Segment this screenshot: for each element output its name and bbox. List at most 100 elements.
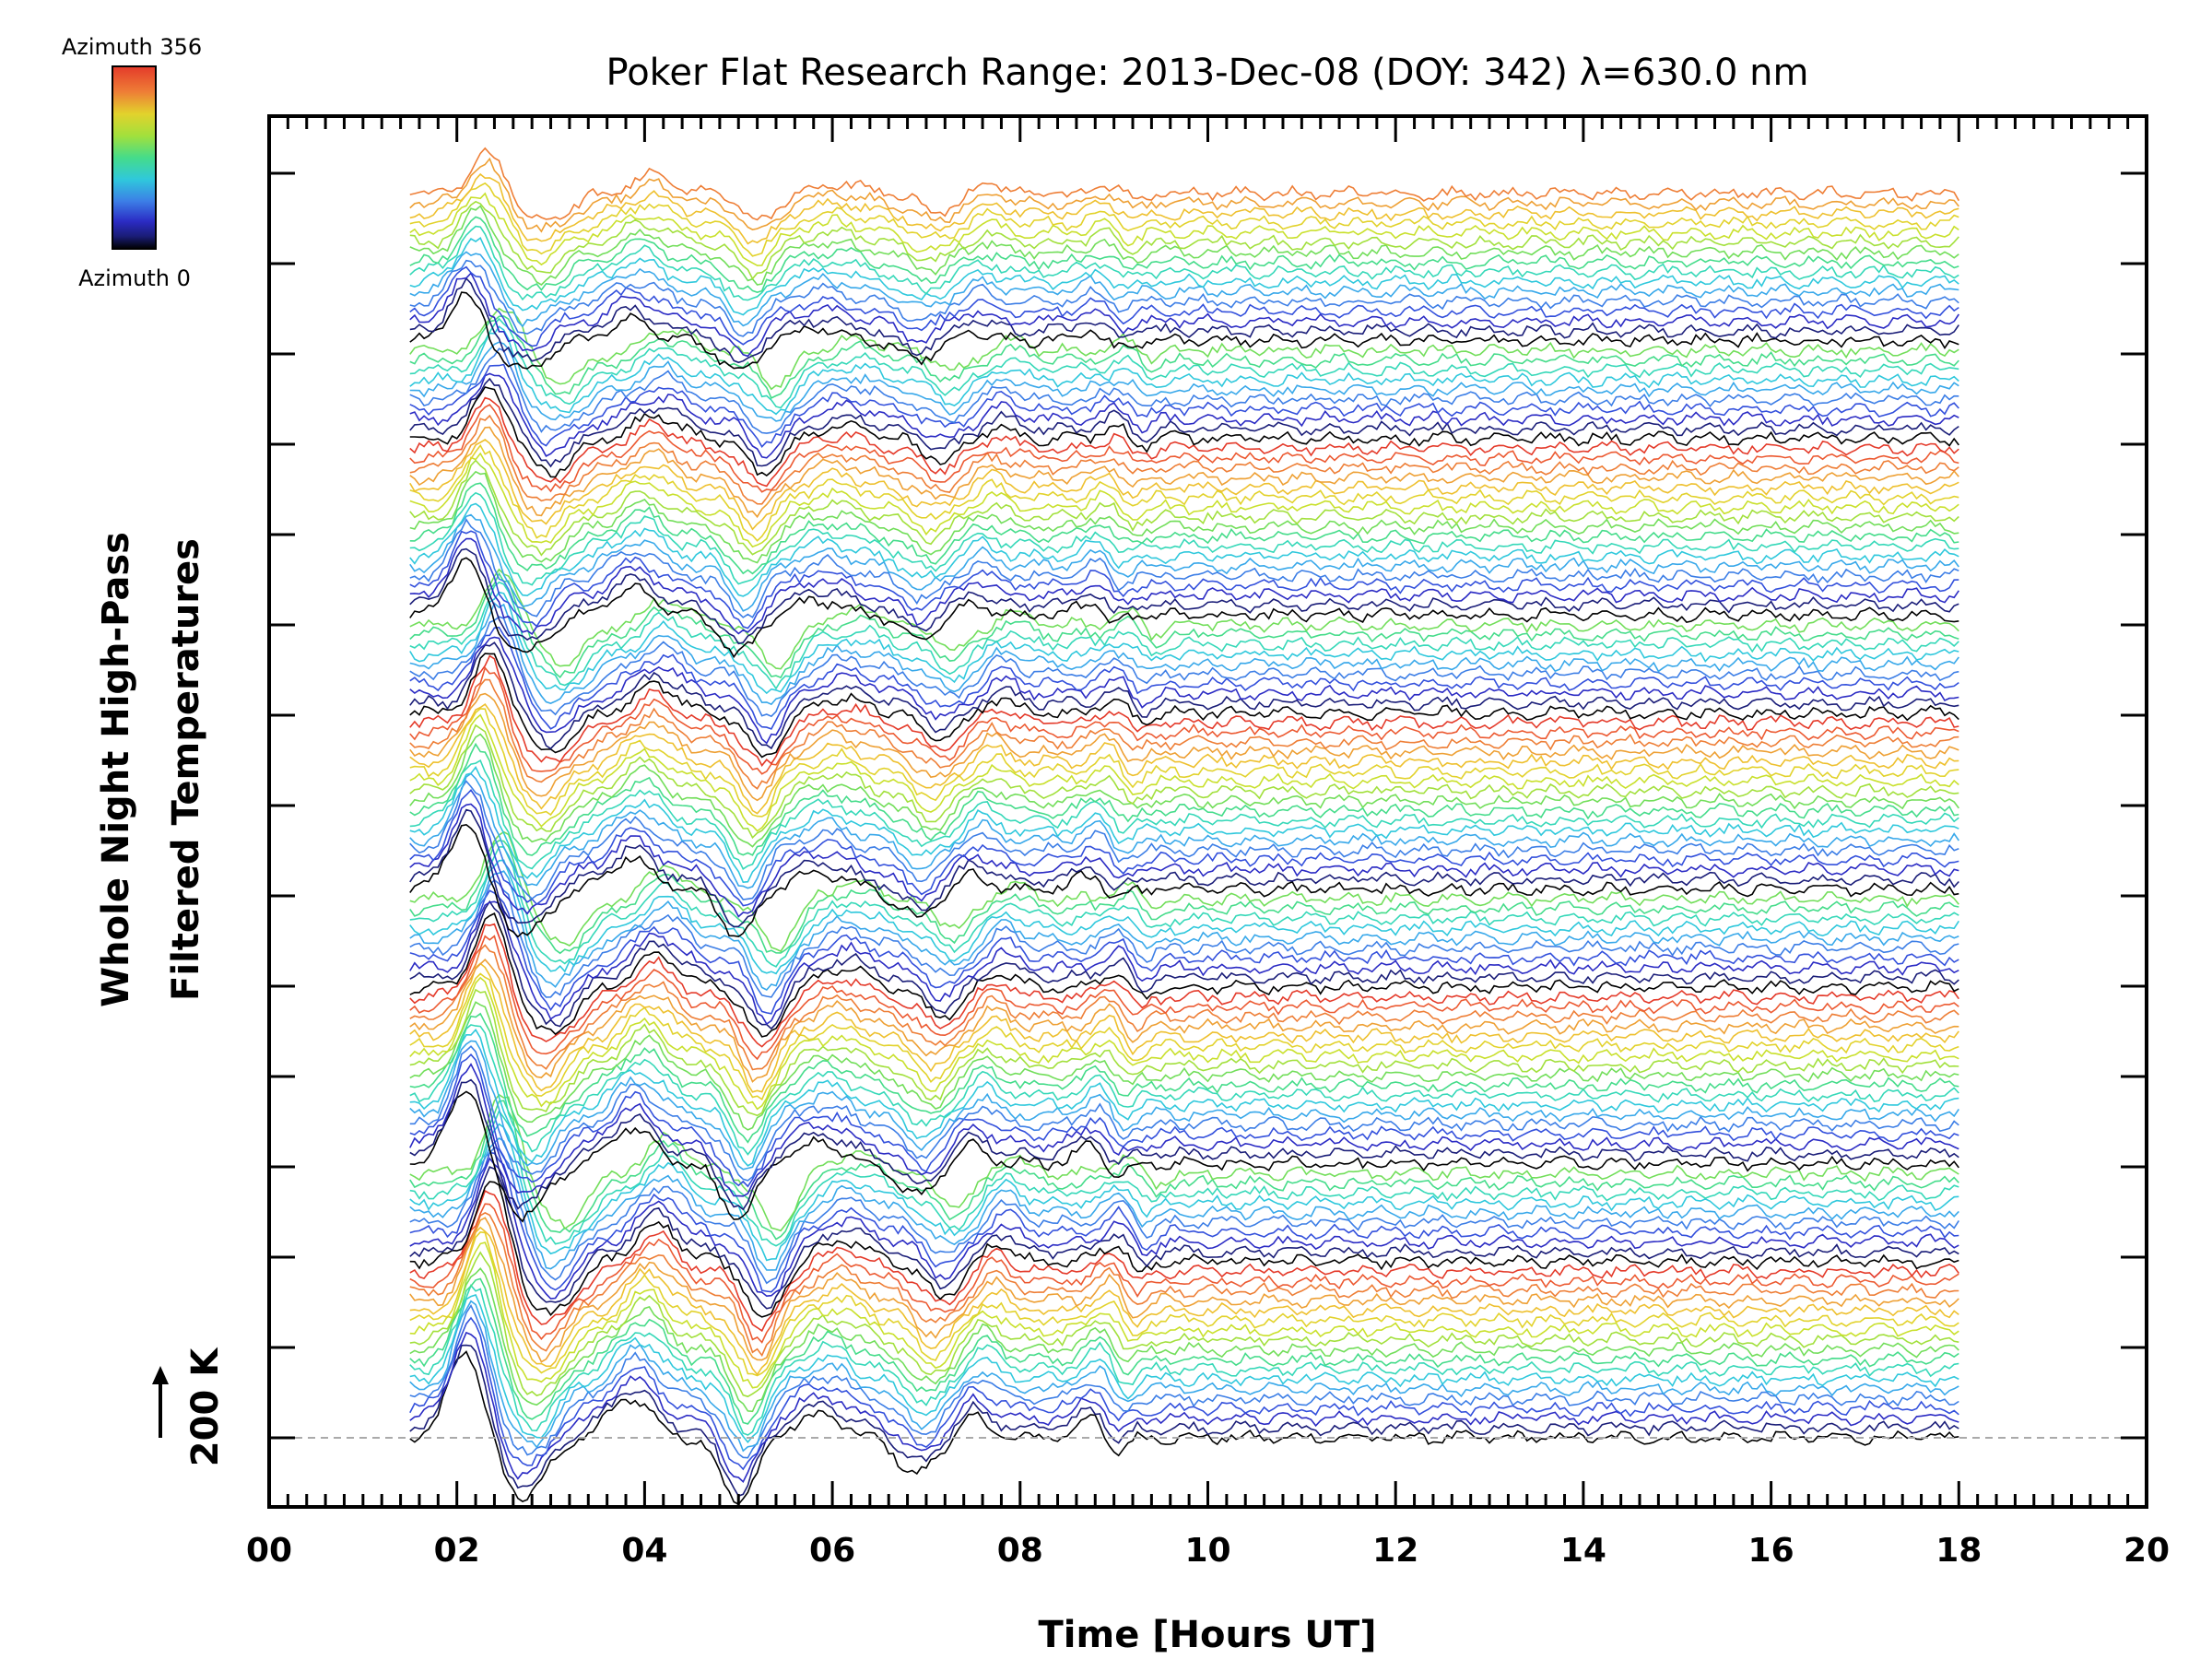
- trace-line: [409, 1123, 1959, 1262]
- trace-line: [409, 591, 1959, 695]
- trace-line: [409, 742, 1959, 856]
- trace-line: [409, 1024, 1959, 1156]
- trace-line: [409, 602, 1959, 706]
- x-tick-label: 04: [621, 1532, 667, 1570]
- x-tick-label: 12: [1372, 1532, 1418, 1570]
- trace-line: [409, 889, 1959, 1015]
- trace-line: [409, 759, 1959, 870]
- trace-line: [409, 1217, 1959, 1363]
- trace-line: [409, 325, 1959, 416]
- trace-line: [409, 581, 1959, 690]
- trace-line: [409, 182, 1959, 257]
- trace-line: [409, 200, 1959, 280]
- trace-line: [409, 1040, 1959, 1171]
- trace-line: [409, 147, 1959, 221]
- trace-line: [409, 307, 1959, 391]
- trace-line: [409, 439, 1959, 531]
- x-tick-label: 18: [1936, 1532, 1982, 1570]
- axis-ticks: [267, 116, 2148, 1507]
- trace-line: [409, 1012, 1959, 1144]
- trace-line: [409, 1053, 1959, 1188]
- trace-line: [409, 1166, 1959, 1310]
- colorbar-top-label: Azimuth 356: [62, 34, 202, 60]
- trace-line: [409, 341, 1959, 422]
- trace-line: [409, 317, 1959, 409]
- x-tick-label: 14: [1560, 1532, 1606, 1570]
- trace-line: [409, 636, 1959, 745]
- trace-line: [409, 1136, 1959, 1271]
- trace-line: [409, 236, 1959, 316]
- trace-line: [409, 1093, 1959, 1232]
- trace-line: [409, 1316, 1959, 1471]
- trace-line: [409, 1189, 1959, 1333]
- trace-line: [409, 859, 1959, 975]
- scale-arrowhead: [152, 1366, 169, 1384]
- trace-line: [409, 1211, 1959, 1358]
- x-tick-labels: 00 02 04 06 08 10 12 14 16 18 20: [246, 1532, 2170, 1570]
- trace-line: [409, 1277, 1959, 1425]
- trace-line: [409, 452, 1959, 548]
- trace-line: [409, 513, 1959, 612]
- trace-line: [409, 1267, 1959, 1413]
- trace-line: [409, 537, 1959, 636]
- trace-line: [409, 272, 1959, 358]
- trace-line: [409, 1203, 1959, 1344]
- trace-line: [409, 1284, 1959, 1436]
- trace-line: [409, 1063, 1959, 1197]
- trace-line: [409, 315, 1959, 399]
- trace-line: [409, 1350, 1959, 1506]
- trace-group: [409, 147, 1959, 1506]
- trace-line: [409, 443, 1959, 542]
- trace-line: [409, 840, 1959, 955]
- trace-line: [409, 557, 1959, 659]
- trace-line: [409, 1109, 1959, 1247]
- x-tick-label: 08: [997, 1532, 1043, 1570]
- trace-line: [409, 692, 1959, 802]
- trace-line: [409, 547, 1959, 645]
- colorbar: [112, 65, 157, 250]
- trace-line: [409, 830, 1959, 953]
- trace-line: [409, 959, 1959, 1083]
- trace-line: [409, 1090, 1959, 1223]
- trace-line: [409, 1300, 1959, 1453]
- trace-line: [409, 1303, 1959, 1459]
- trace-line: [409, 1181, 1959, 1318]
- trace-line: [409, 653, 1959, 759]
- trace-line: [409, 789, 1959, 907]
- trace-line: [409, 1001, 1959, 1131]
- trace-line: [409, 377, 1959, 468]
- trace-line: [409, 678, 1959, 790]
- trace-line: [409, 518, 1959, 618]
- trace-line: [409, 192, 1959, 266]
- x-tick-label: 10: [1184, 1532, 1230, 1570]
- trace-line: [409, 1151, 1959, 1293]
- y-axis-label-line2: Filtered Temperatures: [165, 538, 207, 1001]
- trace-line: [409, 765, 1959, 884]
- x-tick-label: 06: [809, 1532, 855, 1570]
- trace-line: [409, 1226, 1959, 1376]
- trace-line: [409, 1028, 1959, 1167]
- trace-line: [409, 1045, 1959, 1182]
- trace-line: [409, 347, 1959, 434]
- trace-line: [409, 988, 1959, 1117]
- trace-line: [409, 900, 1959, 1026]
- trace-line: [409, 403, 1959, 493]
- trace-line: [409, 459, 1959, 557]
- trace-line: [409, 1294, 1959, 1443]
- trace-line: [409, 733, 1959, 848]
- trace-line: [409, 962, 1959, 1093]
- trace-line: [409, 396, 1959, 488]
- trace-line: [409, 426, 1959, 519]
- trace-line: [409, 912, 1959, 1038]
- trace-line: [409, 923, 1959, 1048]
- y-axis-label-line1: Whole Night High-Pass: [95, 532, 137, 1007]
- trace-line: [409, 386, 1959, 478]
- trace-line: [409, 1344, 1959, 1498]
- trace-line: [409, 1100, 1959, 1241]
- trace-line: [409, 616, 1959, 718]
- x-tick-label: 02: [434, 1532, 480, 1570]
- trace-line: [409, 780, 1959, 900]
- trace-line: [409, 225, 1959, 301]
- trace-line: [409, 259, 1959, 337]
